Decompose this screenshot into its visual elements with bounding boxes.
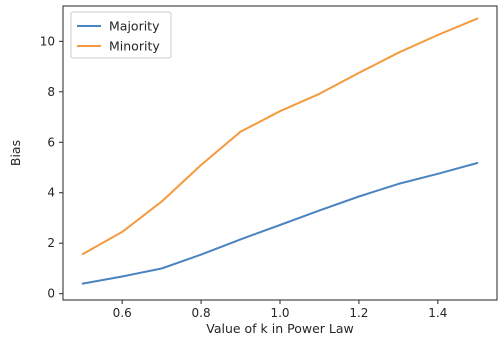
y-tick-label: 4 [47,186,55,200]
x-tick-label: 1.0 [270,306,289,320]
y-tick-label: 6 [47,135,55,149]
series-line-minority [81,17,479,256]
y-tick-label: 8 [47,85,55,99]
x-tick-label: 0.6 [113,306,132,320]
x-tick-label: 0.8 [192,306,211,320]
x-axis-label: Value of k in Power Law [206,321,354,336]
legend-label-minority: Minority [109,39,160,54]
series-line-majority [81,162,479,285]
legend: Majority Minority [70,11,172,59]
y-tick-label: 10 [40,34,55,48]
x-tick-label: 1.2 [349,306,368,320]
plot-frame [62,5,498,301]
y-tick-label: 2 [47,236,55,250]
y-axis-label: Bias [8,140,23,166]
ticks-layer: 0.6 0.8 1.0 1.2 1.4 0 2 4 6 8 10 [40,34,448,320]
x-tick-label: 1.4 [428,306,447,320]
series-layer [81,17,479,285]
y-tick-label: 0 [47,287,55,301]
legend-label-majority: Majority [109,19,160,34]
